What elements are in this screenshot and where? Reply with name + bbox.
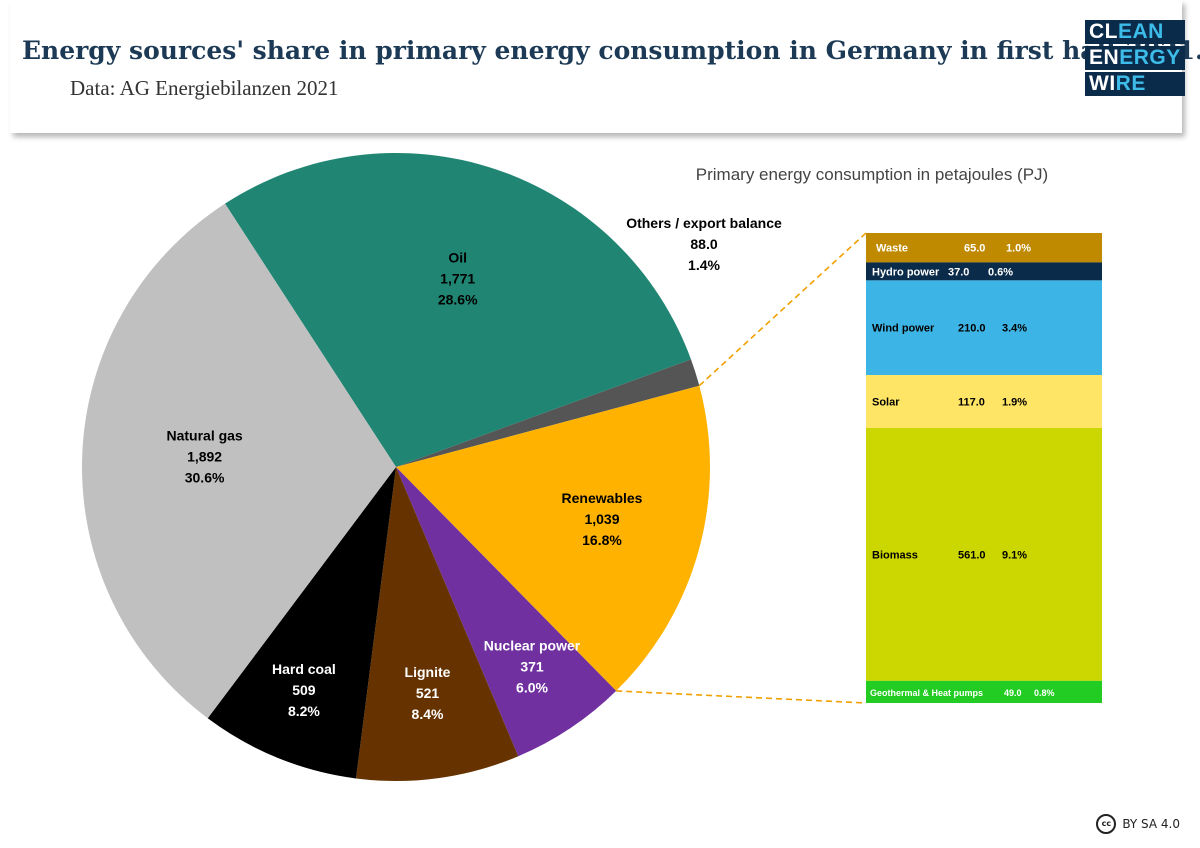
pie-label-renewables-share: 16.8%	[582, 532, 622, 548]
pie-slice-oil	[224, 152, 691, 467]
pie-slice-lignite	[355, 467, 519, 782]
pie-label-hard-coal-value: 509	[292, 682, 316, 698]
renewables-breakdown-bar: Waste 65.0 1.0% Hydro power 37.0 0.6% Wind pow…	[866, 233, 1102, 703]
stack-label-biomass-value: 561.0	[958, 549, 986, 561]
stack-segment-geothermal-heat-pumps	[866, 680, 1102, 703]
pie-label-oil-value: 1,771	[440, 270, 475, 286]
pie-slice-renewables	[396, 385, 710, 691]
chart-subtitle: Data: AG Energiebilanzen 2021	[70, 76, 339, 100]
unit-label: Primary energy consumption in petajoules…	[696, 165, 1048, 184]
pie-label-lignite-name: Lignite	[405, 664, 451, 680]
stack-segment-solar	[866, 375, 1102, 428]
stack-label-solar-value: 117.0	[958, 397, 985, 409]
pie-label-natural-gas-share: 30.6%	[185, 470, 225, 486]
chart-title: Energy sources' share in primary energy …	[22, 36, 1200, 65]
stack-label-geothermal-heat-pumps-name: Geothermal & Heat pumps	[870, 688, 983, 698]
logo-line-wire: WIRE	[1085, 72, 1185, 96]
pie-label-oil-name: Oil	[448, 249, 467, 265]
pie-label-others-export-balance-value: 88.0	[690, 236, 717, 252]
pie-label-nuclear-power-share: 6.0%	[516, 680, 548, 696]
pie-label-natural-gas-value: 1,892	[187, 449, 222, 465]
stack-label-biomass-share: 9.1%	[1002, 549, 1027, 561]
stack-label-geothermal-heat-pumps-share: 0.8%	[1034, 688, 1055, 698]
pie-label-hard-coal-name: Hard coal	[272, 661, 336, 677]
logo-line-energy: ENERGY	[1085, 46, 1185, 70]
stack-label-wind-power-value: 210.0	[958, 323, 986, 335]
pie-slice-hard-coal	[207, 467, 396, 779]
pie-label-others-export-balance-name: Others / export balance	[626, 215, 782, 231]
pie-label-hard-coal-share: 8.2%	[288, 703, 320, 719]
pie-label-lignite-value: 521	[416, 685, 440, 701]
pie-slice-natural-gas	[81, 203, 396, 719]
license-text: BY SA 4.0	[1122, 817, 1180, 831]
stack-label-biomass-name: Biomass	[872, 549, 918, 561]
clean-energy-wire-logo[interactable]: CLEAN ENERGY WIRE	[1085, 20, 1185, 98]
pie-label-renewables-value: 1,039	[584, 511, 619, 527]
stack-label-solar-share: 1.9%	[1002, 397, 1027, 409]
license-badge[interactable]: cc BY SA 4.0	[1096, 814, 1180, 834]
pie-labels: Oil 1,771 28.6% Others / export balance 88.0…	[166, 215, 782, 722]
connector-line-top	[698, 232, 867, 387]
pie-chart	[81, 152, 710, 782]
pie-label-nuclear-power-name: Nuclear power	[484, 638, 581, 654]
stack-label-hydro-power-name: Hydro power	[872, 266, 940, 278]
stack-label-waste-value: 65.0	[964, 243, 985, 255]
stack-segment-wind-power	[866, 280, 1102, 376]
stack-label-waste-share: 1.0%	[1006, 243, 1031, 255]
stack-label-solar-name: Solar	[872, 397, 900, 409]
pie-label-others-export-balance-share: 1.4%	[688, 257, 720, 273]
stack-segment-biomass	[866, 427, 1102, 681]
pie-slice-nuclear-power	[396, 467, 617, 757]
stack-label-geothermal-heat-pumps-value: 49.0	[1004, 688, 1022, 698]
stack-label-wind-power-share: 3.4%	[1002, 323, 1027, 335]
pie-label-renewables-name: Renewables	[562, 490, 643, 506]
pie-slice-others-export-balance	[396, 359, 700, 467]
stack-label-wind-power-name: Wind power	[872, 323, 935, 335]
breakdown-connectors	[616, 232, 867, 704]
pie-label-lignite-share: 8.4%	[412, 706, 444, 722]
pie-label-oil-share: 28.6%	[438, 291, 478, 307]
stack-label-hydro-power-value: 37.0	[948, 266, 969, 278]
creative-commons-icon: cc	[1096, 814, 1117, 834]
connector-line-bottom	[616, 690, 867, 704]
pie-label-nuclear-power-value: 371	[520, 659, 544, 675]
logo-line-clean: CLEAN	[1085, 20, 1185, 44]
stack-segment-hydro-power	[866, 262, 1102, 281]
header-panel: Energy sources' share in primary energy …	[10, 0, 1200, 133]
stack-label-waste-name: Waste	[876, 243, 908, 255]
stack-label-hydro-power-share: 0.6%	[988, 266, 1013, 278]
stack-segment-waste	[866, 233, 1102, 263]
pie-label-natural-gas-name: Natural gas	[166, 428, 242, 444]
